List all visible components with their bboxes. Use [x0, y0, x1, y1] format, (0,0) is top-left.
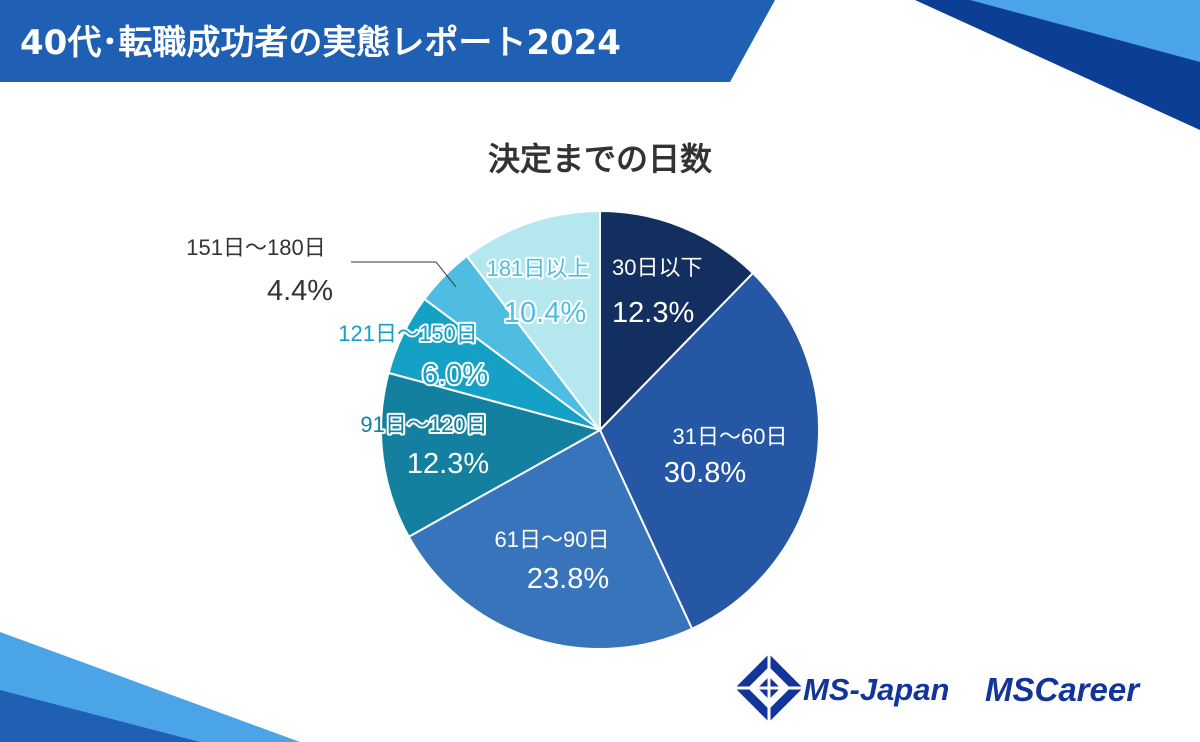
slice-name-label: 30日以下 — [612, 255, 702, 280]
corner-decoration-top-right — [915, 0, 1200, 130]
slice-label-6: 181日以上 10.4% — [485, 254, 592, 331]
mscareer-logo: MSCareer — [985, 671, 1141, 708]
slice-value-label: 12.3% — [612, 297, 694, 329]
slice-label-4: 121日～150日 6.0% — [336, 319, 490, 393]
slice-value-label: 6.0% — [422, 359, 488, 391]
chart-title: 決定までの日数 — [488, 140, 713, 178]
leader-line — [351, 261, 457, 288]
slice-label-1: 31日～60日 30.8% — [664, 424, 788, 489]
pie-slice-0 — [599, 209, 755, 433]
slice-value-label: 30.8% — [664, 457, 746, 489]
slice-label-5: 151日～180日 4.4% — [186, 235, 333, 307]
slice-value-label: 10.4% — [504, 297, 586, 329]
slice-name-label: 31日～60日 — [673, 424, 788, 449]
pie-chart — [380, 209, 820, 650]
pie-slice-6 — [465, 209, 601, 433]
slice-value-label: 23.8% — [527, 563, 609, 595]
slice-name-label: 151日～180日 — [186, 235, 325, 260]
corner-decoration-bottom-left — [0, 632, 300, 742]
report-title: 40代･転職成功者の実態レポート2024 — [20, 23, 621, 63]
slice-label-2: 61日～90日 23.8% — [495, 527, 610, 595]
pie-slice-3 — [380, 371, 603, 539]
msjapan-emblem-icon — [735, 654, 803, 722]
msjapan-wordmark: MS-Japan — [803, 672, 949, 707]
deco-stripe-light — [0, 690, 200, 742]
pie-slice-2 — [407, 428, 694, 650]
msjapan-logo: MS-Japan — [735, 654, 949, 722]
slice-name-label: 121日～150日 — [338, 321, 477, 346]
pie-slice-1 — [598, 271, 820, 631]
deco-stripe-light — [970, 0, 1200, 62]
slice-value-label: 12.3% — [407, 448, 489, 480]
mscareer-wordmark: MSCareer — [985, 671, 1141, 708]
banner-shape — [0, 0, 775, 82]
header-banner: 40代･転職成功者の実態レポート2024 — [0, 0, 775, 82]
slice-label-0: 30日以下 12.3% — [612, 255, 702, 329]
slice-value-label: 4.4% — [267, 275, 333, 307]
slice-name-label: 91日～120日 — [360, 412, 487, 437]
slice-name-label: 61日～90日 — [495, 527, 610, 552]
slice-name-label: 181日以上 — [487, 256, 590, 281]
slice-label-3: 91日～120日 12.3% — [358, 410, 489, 480]
